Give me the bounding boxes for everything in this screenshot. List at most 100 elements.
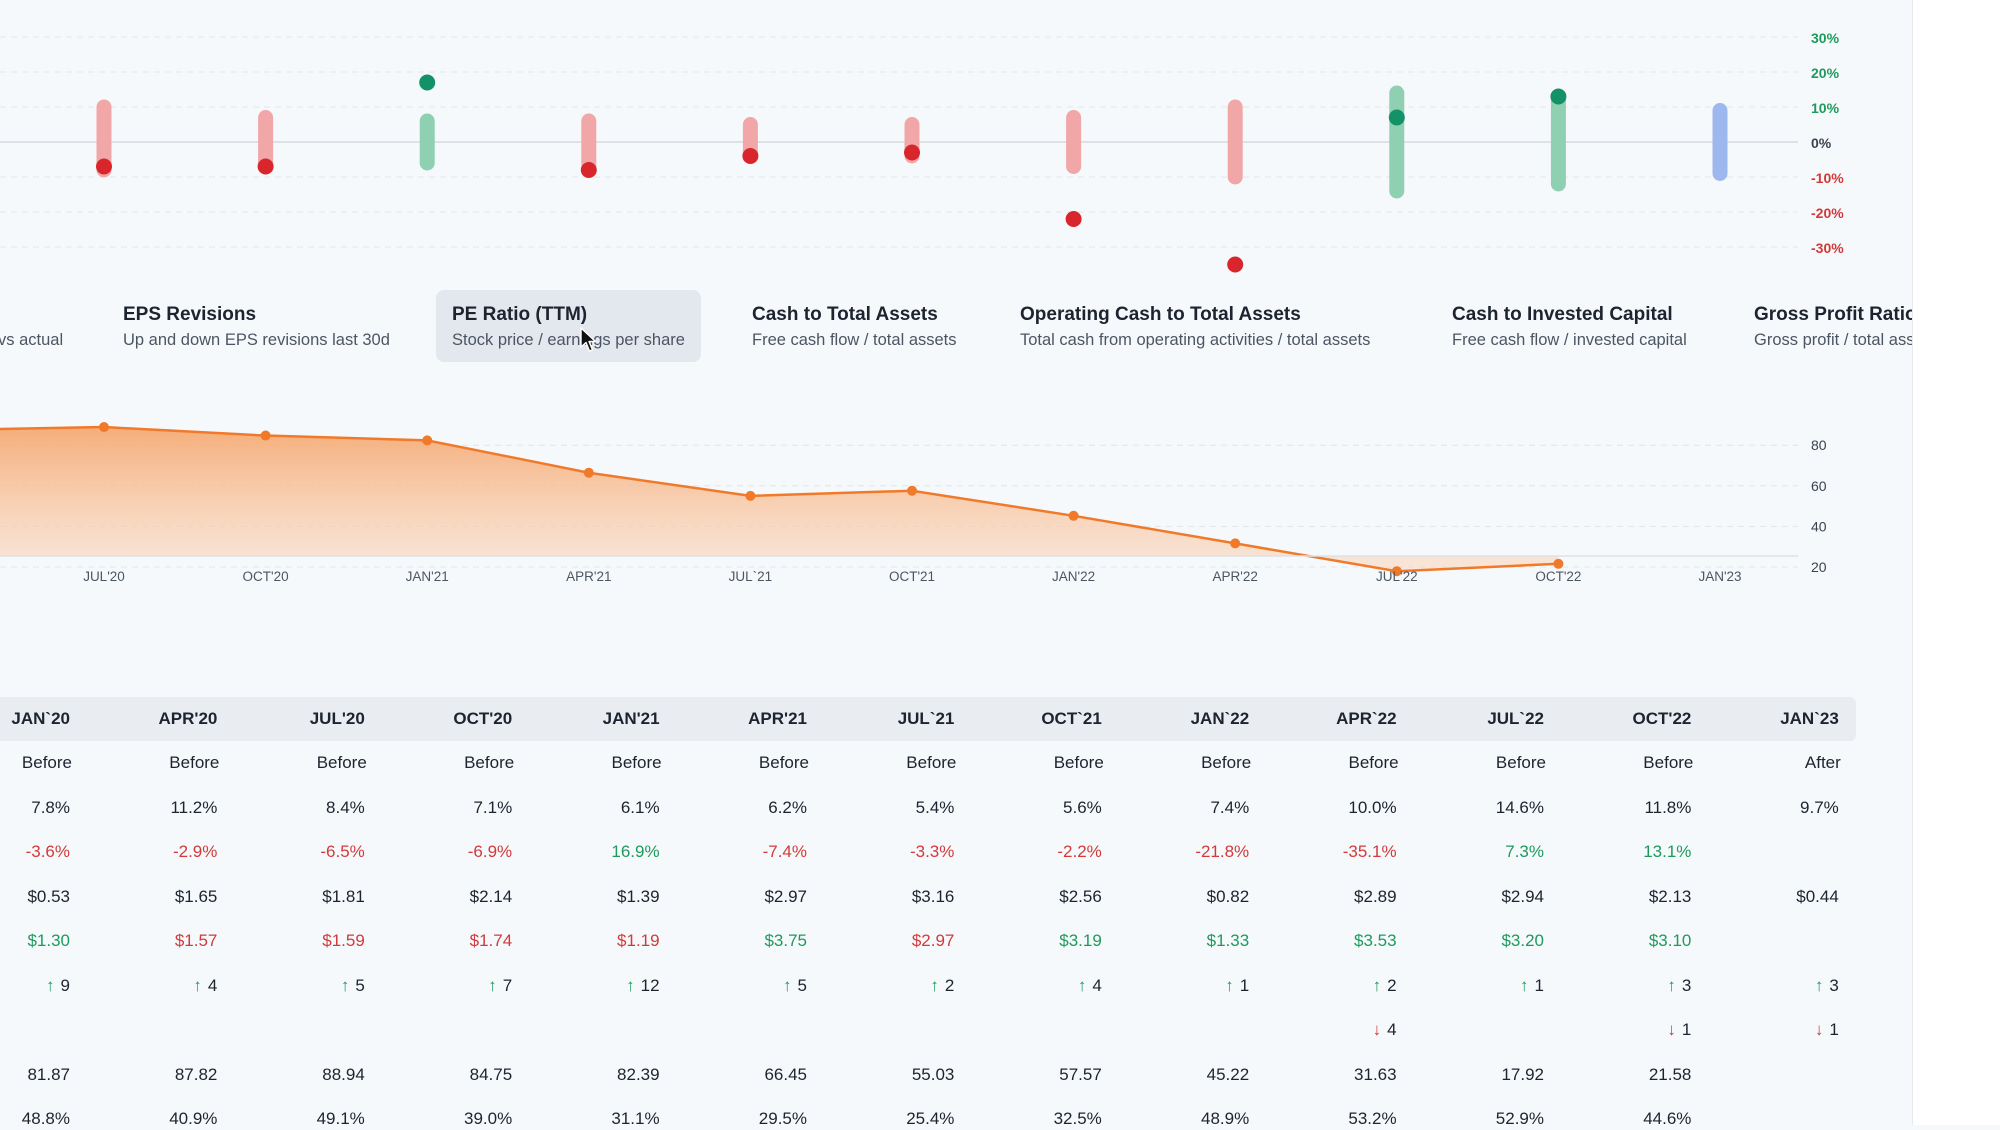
- x-tick-label: JUL`21: [729, 569, 773, 584]
- table-cell: $2.94: [1501, 886, 1544, 906]
- table-cell: Before: [21, 753, 72, 772]
- actual-dot: [96, 158, 112, 175]
- table-cell: -6.5%: [320, 842, 365, 861]
- table-cell: 82.39: [617, 1064, 660, 1084]
- actual-dot: [1227, 256, 1244, 273]
- arrow-up-icon: ↑: [1225, 975, 1234, 995]
- table-cell: 52.9%: [1495, 1109, 1544, 1128]
- x-tick-label: JAN'22: [1052, 569, 1095, 584]
- data-point: [907, 485, 917, 496]
- metric-tab-subtitle: Up and down EPS revisions last 30d: [123, 331, 390, 349]
- x-tick-label: APR'21: [566, 569, 611, 584]
- arrow-up-icon: ↑: [46, 975, 55, 995]
- table-cell: 84.75: [469, 1064, 513, 1084]
- column-header: JUL`22: [1487, 709, 1544, 728]
- table-cell: $2.56: [1059, 886, 1102, 906]
- metric-tab-1[interactable]: EPS Revisions Up and down EPS revisions l…: [107, 290, 406, 362]
- table-cell: -3.6%: [25, 842, 70, 861]
- table-cell: Before: [316, 753, 367, 772]
- x-tick-label: JUL'20: [83, 569, 125, 584]
- table-cell: Before: [611, 753, 662, 772]
- metric-tab-3[interactable]: Cash to Total Assets Free cash flow / tot…: [736, 290, 973, 362]
- table-cell: 87.82: [174, 1064, 218, 1084]
- revision-count: 5: [355, 975, 365, 995]
- metric-tab-subtitle: Gross profit / total assets: [1754, 331, 1912, 349]
- table-cell: 48.8%: [21, 1109, 70, 1128]
- table-cell: 6.2%: [768, 797, 807, 817]
- table-cell: Before: [758, 753, 809, 772]
- table-cell: 48.9%: [1200, 1109, 1250, 1128]
- column-header: OCT'22: [1632, 709, 1692, 728]
- table-cell: $0.53: [27, 886, 70, 906]
- revision-count: 1: [1829, 1020, 1839, 1039]
- x-tick-label: APR'22: [1213, 569, 1258, 584]
- metric-tab-title: Gross Profit Ratio: [1754, 304, 1912, 325]
- table-cell: 32.5%: [1053, 1109, 1102, 1128]
- x-tick-label: OCT'20: [243, 569, 289, 584]
- arrow-up-icon: ↑: [488, 975, 497, 995]
- table-cell: $1.33: [1206, 931, 1250, 950]
- metric-tab-5[interactable]: Cash to Invested Capital Free cash flow /…: [1436, 290, 1703, 362]
- data-point: [583, 467, 594, 478]
- y-tick-label: 60: [1811, 478, 1827, 494]
- metric-tab-title: PE Ratio (TTM): [452, 304, 588, 325]
- table-cell: $2.97: [911, 931, 955, 950]
- column-header: JUL`21: [897, 709, 955, 728]
- table-cell: $1.30: [27, 931, 70, 950]
- metric-tab-2[interactable]: PE Ratio (TTM) Stock price / earnings per…: [436, 290, 701, 362]
- table-cell: ↓ 1: [1543, 1019, 1691, 1041]
- metric-tab-6[interactable]: Gross Profit Ratio Gross profit / total a…: [1738, 290, 1912, 362]
- revision-count: 4: [207, 975, 218, 995]
- revision-count: 1: [1534, 975, 1544, 995]
- column-header: APR'21: [748, 709, 807, 728]
- table-cell: ↑ 1: [1396, 975, 1544, 997]
- data-point: [1068, 510, 1079, 521]
- data-point: [99, 422, 109, 433]
- revision-count: 2: [1387, 975, 1397, 995]
- table-cell: 40.9%: [169, 1109, 218, 1128]
- table-cell: Before: [1495, 753, 1546, 772]
- revision-count: 4: [1387, 1020, 1397, 1039]
- table-cell: $1.39: [617, 886, 660, 906]
- arrow-up-icon: ↑: [340, 975, 350, 995]
- metric-tab-subtitle: Free cash flow / invested capital: [1452, 331, 1687, 349]
- table-cell: 14.6%: [1495, 797, 1544, 817]
- table-cell: $1.59: [322, 931, 365, 950]
- table-cell: 10.0%: [1348, 797, 1397, 817]
- table-cell: 16.9%: [611, 842, 660, 861]
- table-cell: 7.8%: [31, 797, 70, 817]
- table-cell: ↑ 5: [217, 975, 365, 997]
- metric-tab-subtitle: Stock price / earnings per share: [452, 331, 685, 349]
- table-cell: ↑ 1: [1101, 975, 1249, 997]
- table-cell: 6.1%: [620, 797, 660, 817]
- table-cell: 13.1%: [1643, 842, 1692, 861]
- table-cell: $1.65: [174, 886, 218, 906]
- table-cell: 9.7%: [1800, 797, 1839, 817]
- table-cell: -2.2%: [1057, 842, 1102, 861]
- revision-count: 4: [1092, 975, 1102, 995]
- metric-tabs: vs actual EPS Revisions Up and down EPS re…: [0, 290, 1912, 370]
- column-header: JAN'21: [602, 709, 660, 728]
- metric-tab-4[interactable]: Operating Cash to Total Assets Total cash…: [1004, 290, 1386, 362]
- table-cell: $3.20: [1501, 931, 1544, 950]
- y-tick-label: 0%: [1811, 135, 1832, 151]
- actual-dot: [1388, 109, 1405, 126]
- table-cell: -3.3%: [909, 842, 955, 861]
- table-cell: Before: [1053, 753, 1104, 772]
- actual-dot: [742, 148, 759, 164]
- table-cell: ↑ 5: [659, 975, 807, 997]
- metric-tab-0[interactable]: vs actual: [0, 290, 79, 362]
- x-tick-label: JAN'21: [406, 569, 449, 584]
- table-cell: 5.4%: [915, 797, 955, 817]
- table-cell: ↑ 7: [364, 975, 512, 997]
- arrow-up-icon: ↑: [1520, 975, 1529, 995]
- table-cell: ↑ 3: [1543, 975, 1691, 997]
- y-tick-label: -10%: [1811, 170, 1844, 186]
- table-cell: ↑ 4: [954, 975, 1102, 997]
- table-cell: Before: [169, 753, 220, 772]
- table-cell: Before: [1201, 753, 1252, 772]
- table-cell: $0.82: [1206, 886, 1250, 906]
- revision-count: 3: [1829, 975, 1839, 995]
- table-cell: $1.81: [322, 886, 365, 906]
- table-cell: 88.94: [322, 1064, 365, 1084]
